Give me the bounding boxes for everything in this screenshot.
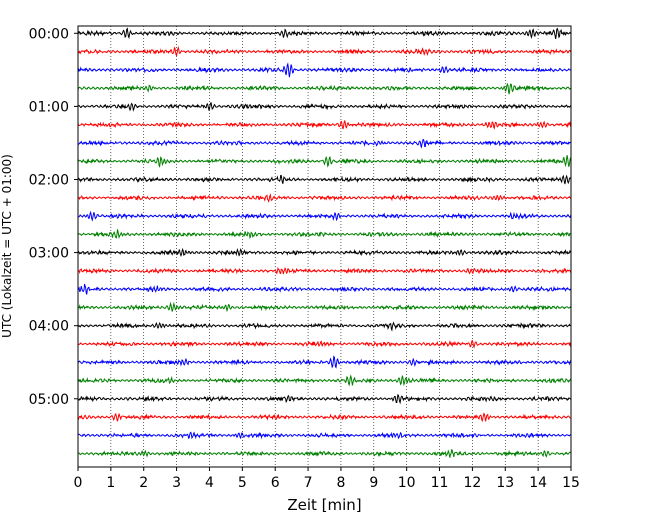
trace-line [77,339,572,349]
trace-line [77,102,572,112]
y-tick-label: 03:00 [29,246,69,262]
trace-line [77,45,572,57]
x-tick-label: 3 [172,475,181,491]
y-tick-label: 01:00 [29,99,69,115]
trace-line [77,301,572,313]
y-tick-label: 05:00 [29,392,69,408]
x-tick-label: 5 [238,475,247,491]
trace-line [77,228,572,240]
x-axis-ticks: 0 1 2 3 4 5 6 7 8 9 10 11 12 13 14 15 [74,467,580,491]
x-tick-label: 4 [205,475,214,491]
x-tick-label: 1 [106,475,115,491]
trace-line [77,266,572,275]
trace-line [77,247,572,258]
trace-line [77,431,572,440]
x-tick-label: 12 [463,475,481,491]
trace-line [77,412,572,423]
x-tick-label: 11 [431,475,449,491]
trace-lines [77,27,572,458]
x-tick-label: 7 [304,475,313,491]
x-tick-label: 10 [398,475,416,491]
trace-line [77,155,572,168]
trace-line [77,210,572,222]
y-tick-label: 02:00 [29,172,69,188]
x-gridlines [110,26,539,467]
x-tick-label: 2 [139,475,148,491]
trace-line [77,119,572,130]
x-axis-label: Zeit [min] [287,496,361,514]
x-tick-label: 15 [562,475,580,491]
y-tick-label: 04:00 [29,319,69,335]
plot-frame [77,25,572,468]
trace-line [77,192,572,203]
x-tick-label: 6 [271,475,280,491]
y-axis-ticks: 00:00 01:00 02:00 03:00 04:00 05:00 [29,26,78,408]
trace-line [77,283,572,295]
trace-line [77,62,572,78]
y-axis-label: UTC (Lokalzeit = UTC + 01:00) [0,154,14,338]
trace-line [77,174,572,185]
trace-line [77,138,572,149]
y-tick-label: 00:00 [29,26,69,42]
trace-line [77,355,572,369]
trace-line [77,449,572,458]
trace-line [77,321,572,332]
x-tick-label: 13 [496,475,514,491]
x-tick-label: 9 [369,475,378,491]
x-tick-label: 8 [336,475,345,491]
trace-line [77,27,572,40]
trace-line [77,82,572,95]
trace-line [77,394,572,405]
trace-line [77,374,572,387]
x-tick-label: 0 [74,475,83,491]
x-tick-label: 14 [529,475,547,491]
